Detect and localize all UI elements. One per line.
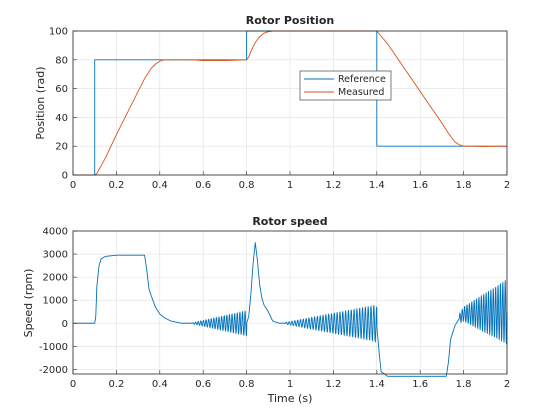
chart-title-speed: Rotor speed (252, 215, 327, 228)
y-axis-label-position: Position (rad) (34, 66, 47, 139)
x-tick-label: 1.6 (412, 379, 428, 390)
x-tick-label: 1.4 (369, 379, 385, 390)
legend: Reference Measured (299, 70, 392, 101)
x-tick-label: 0.2 (108, 379, 124, 390)
measured-series-line (73, 30, 508, 176)
reference-series-line (73, 30, 507, 176)
x-tick-label: 0.8 (239, 180, 255, 191)
y-tick-label: 20 (55, 142, 68, 153)
x-tick-label: 0 (70, 180, 76, 191)
x-tick-label: 1.2 (325, 379, 341, 390)
legend-label-measured: Measured (338, 87, 384, 98)
x-tick-label: 1.8 (456, 180, 472, 191)
speed-series-line (72, 242, 508, 377)
y-tick-label: 1000 (43, 296, 68, 307)
x-tick-label: 0.8 (239, 379, 255, 390)
y-tick-label: 0 (62, 319, 68, 330)
x-tick-label: 1.6 (412, 180, 428, 191)
y-tick-label: 80 (55, 55, 68, 66)
y-tick-label: 100 (49, 27, 68, 38)
y-tick-label: 4000 (43, 227, 68, 238)
x-tick-label: 0.4 (152, 180, 168, 191)
y-tick-label: -2000 (39, 365, 68, 376)
y-axis-label-speed: Speed (rpm) (22, 269, 35, 338)
y-tick-label: 40 (55, 113, 68, 124)
x-tick-label: 1 (287, 180, 293, 191)
y-tick-label: 3000 (43, 250, 68, 261)
x-tick-label: 1.2 (325, 180, 341, 191)
ticks-speed: 0 0.2 0.4 0.6 0.8 1 1.2 1.4 1.6 1.8 2 -2000 -1000 0 10… (39, 227, 510, 391)
series-group-position (73, 30, 508, 176)
x-tick-label: 0.2 (108, 180, 124, 191)
x-tick-label: 0.6 (195, 379, 211, 390)
x-tick-label: 0.6 (195, 180, 211, 191)
y-tick-label: -1000 (39, 342, 68, 353)
chart-title-position: Rotor Position (246, 14, 334, 27)
x-tick-label: 2 (504, 180, 510, 191)
x-tick-label: 2 (504, 379, 510, 390)
legend-label-reference: Reference (338, 74, 386, 85)
legend-box (299, 70, 392, 101)
chart-rotor-position: 0 0.2 0.4 0.6 0.8 1 1.2 1.4 1.6 1.8 2020406080100 … (34, 14, 510, 191)
x-tick-label: 1 (287, 379, 293, 390)
x-tick-label: 1.8 (456, 379, 472, 390)
y-tick-label: 0 (62, 171, 68, 182)
x-tick-label: 1.4 (369, 180, 385, 191)
y-tick-label: 60 (55, 84, 68, 95)
y-tick-label: 2000 (43, 273, 68, 284)
series-group-speed (72, 242, 508, 377)
chart-rotor-speed: 0 0.2 0.4 0.6 0.8 1 1.2 1.4 1.6 1.8 2 -2000 -1000 0 10… (22, 215, 510, 405)
x-tick-label: 0.4 (152, 379, 168, 390)
x-tick-label: 0 (70, 379, 76, 390)
x-axis-label-speed: Time (s) (267, 392, 313, 405)
